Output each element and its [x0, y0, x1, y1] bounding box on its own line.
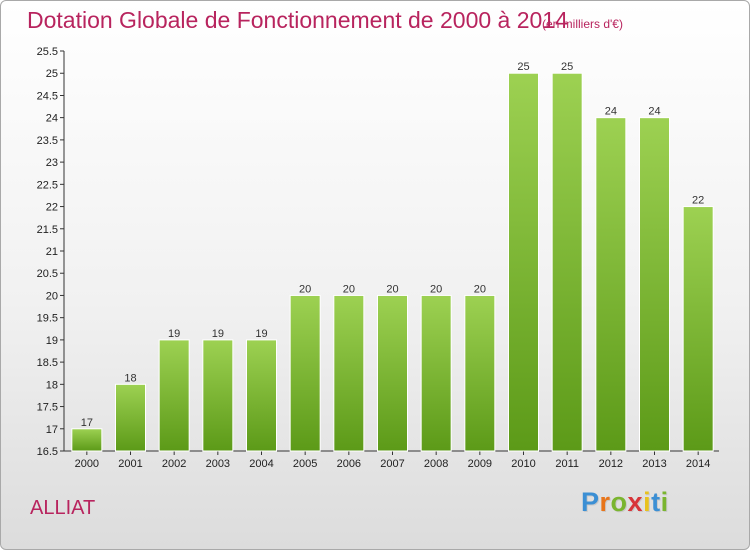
y-tick-label: 22.5: [37, 179, 58, 191]
x-tick-label: 2001: [118, 458, 142, 470]
bar: [639, 117, 670, 452]
x-tick-label: 2000: [75, 458, 99, 470]
bar: [595, 117, 627, 452]
bar-value-label: 20: [474, 283, 486, 295]
x-tick-label: 2005: [293, 458, 317, 470]
y-tick-label: 17.5: [37, 402, 58, 414]
y-tick-label: 19.5: [37, 313, 58, 325]
bar-value-label: 24: [648, 106, 660, 118]
bar-value-label: 20: [299, 283, 311, 295]
x-tick-label: 2009: [468, 458, 492, 470]
proxiti-logo: Proxiti: [581, 487, 669, 518]
x-tick-label: 2010: [511, 458, 535, 470]
chart-subtitle: (en milliers d'€): [542, 17, 623, 31]
y-tick-label: 22: [46, 202, 58, 214]
logo-letter: r: [599, 487, 611, 517]
x-tick-label: 2012: [599, 458, 623, 470]
y-tick-label: 20.5: [37, 268, 58, 280]
y-tick-label: 24: [46, 113, 58, 125]
commune-name: ALLIAT: [30, 497, 96, 519]
bar: [508, 72, 539, 452]
y-tick-label: 20: [46, 290, 58, 302]
bar-value-label: 22: [692, 195, 704, 207]
bar: [333, 294, 365, 452]
logo-letter: o: [610, 487, 628, 517]
bar: [289, 294, 321, 452]
bar-value-label: 20: [430, 283, 442, 295]
bar: [377, 294, 408, 452]
bar-value-label: 17: [81, 417, 93, 429]
y-tick-label: 21.5: [37, 224, 58, 236]
y-tick-label: 25.5: [37, 46, 58, 58]
y-tick-label: 25: [46, 68, 58, 80]
y-tick-label: 21: [46, 246, 58, 258]
bar-value-label: 25: [561, 61, 573, 73]
bar-value-label: 20: [386, 283, 398, 295]
bar: [464, 294, 496, 452]
logo-letter: i: [643, 487, 652, 517]
y-tick-label: 23.5: [37, 135, 58, 147]
y-tick-label: 19: [46, 335, 58, 347]
x-tick-label: 2004: [249, 458, 273, 470]
y-tick-label: 23: [46, 157, 58, 169]
bar-value-label: 19: [255, 328, 267, 340]
logo-letter: x: [627, 487, 644, 517]
logo-letter: t: [651, 487, 661, 517]
bar: [158, 339, 190, 452]
bar: [246, 339, 277, 452]
bar: [202, 339, 234, 452]
x-tick-label: 2008: [424, 458, 448, 470]
x-tick-label: 2003: [206, 458, 230, 470]
bar: [420, 294, 452, 452]
logo-letter: P: [581, 487, 600, 517]
x-tick-label: 2014: [686, 458, 710, 470]
y-tick-label: 24.5: [37, 90, 58, 102]
x-tick-label: 2006: [337, 458, 361, 470]
bar: [71, 428, 103, 452]
y-tick-label: 18.5: [37, 357, 58, 369]
x-tick-label: 2011: [555, 458, 579, 470]
chart-axes: 16.5 17 17.5 18 18.5 19 19.5 20 20.5 21 21.5 22 22.5…: [37, 46, 719, 470]
bar-value-label: 20: [343, 283, 355, 295]
bars-group: [71, 72, 714, 452]
bar: [682, 206, 714, 452]
x-tick-label: 2007: [380, 458, 404, 470]
logo-letter: i: [660, 487, 669, 517]
bar-value-label: 24: [605, 106, 617, 118]
bar-labels-group: 17 18 19 19 19 20 20 20 20 20 25 25 24 24 22: [81, 61, 705, 429]
y-tick-label: 18: [46, 379, 58, 391]
y-tick-label: 17: [46, 424, 58, 436]
bar: [551, 72, 583, 452]
y-tick-label: 16.5: [37, 446, 58, 458]
x-tick-label: 2013: [642, 458, 666, 470]
bar-value-label: 19: [168, 328, 180, 340]
bar-value-label: 25: [517, 61, 529, 73]
bar: [115, 383, 146, 452]
x-tick-label: 2002: [162, 458, 186, 470]
bar-value-label: 18: [124, 372, 136, 384]
bar-value-label: 19: [212, 328, 224, 340]
chart-title: Dotation Globale de Fonctionnement de 20…: [27, 7, 568, 33]
